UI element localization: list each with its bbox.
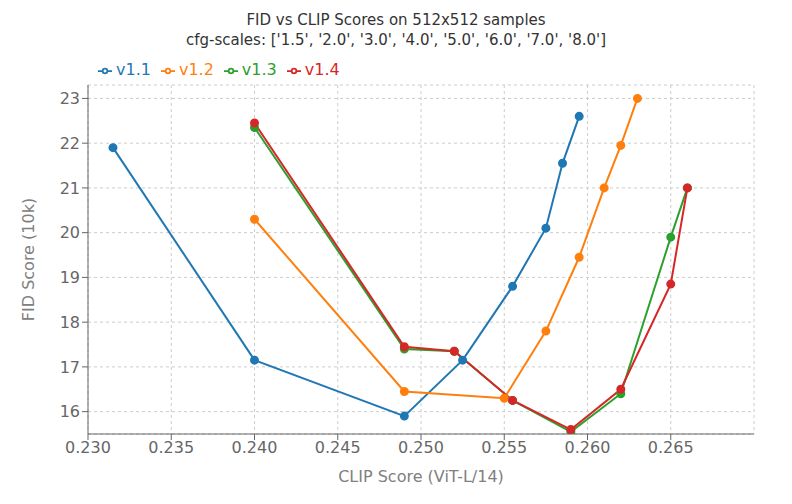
html-text:v1.1: v1.1 [116, 60, 151, 79]
svg-text:22: 22 [60, 134, 80, 153]
html-text:FID vs CLIP Scores on 512x512: FID vs CLIP Scores on 512x512 samples [246, 11, 546, 29]
html-text:cfg-scales: ['1.5', '2.0', '3.: cfg-scales: ['1.5', '2.0', '3.0', '4.0',… [186, 31, 606, 49]
svg-text:0.265: 0.265 [648, 438, 694, 457]
svg-text:0.235: 0.235 [148, 438, 194, 457]
svg-text:0.260: 0.260 [565, 438, 611, 457]
svg-text:21: 21 [60, 179, 80, 198]
svg-text:20: 20 [60, 223, 80, 242]
svg-text:0.245: 0.245 [315, 438, 361, 457]
svg-text:19: 19 [60, 268, 80, 287]
svg-text:0.240: 0.240 [232, 438, 278, 457]
svg-text:0.230: 0.230 [65, 438, 111, 457]
html-text:v1.3: v1.3 [241, 60, 277, 79]
html-text:v1.4: v1.4 [304, 60, 340, 79]
svg-text:0.250: 0.250 [398, 438, 444, 457]
svg-text:16: 16 [60, 402, 80, 421]
svg-text:0.255: 0.255 [481, 438, 527, 457]
svg-text:CLIP Score (ViT-L/14): CLIP Score (ViT-L/14) [338, 467, 504, 486]
svg-text:18: 18 [60, 313, 80, 332]
svg-text:17: 17 [60, 358, 80, 377]
html-text:v1.2: v1.2 [178, 60, 214, 79]
svg-text:23: 23 [60, 89, 80, 108]
svg-text:FID Score (10k): FID Score (10k) [19, 198, 38, 321]
